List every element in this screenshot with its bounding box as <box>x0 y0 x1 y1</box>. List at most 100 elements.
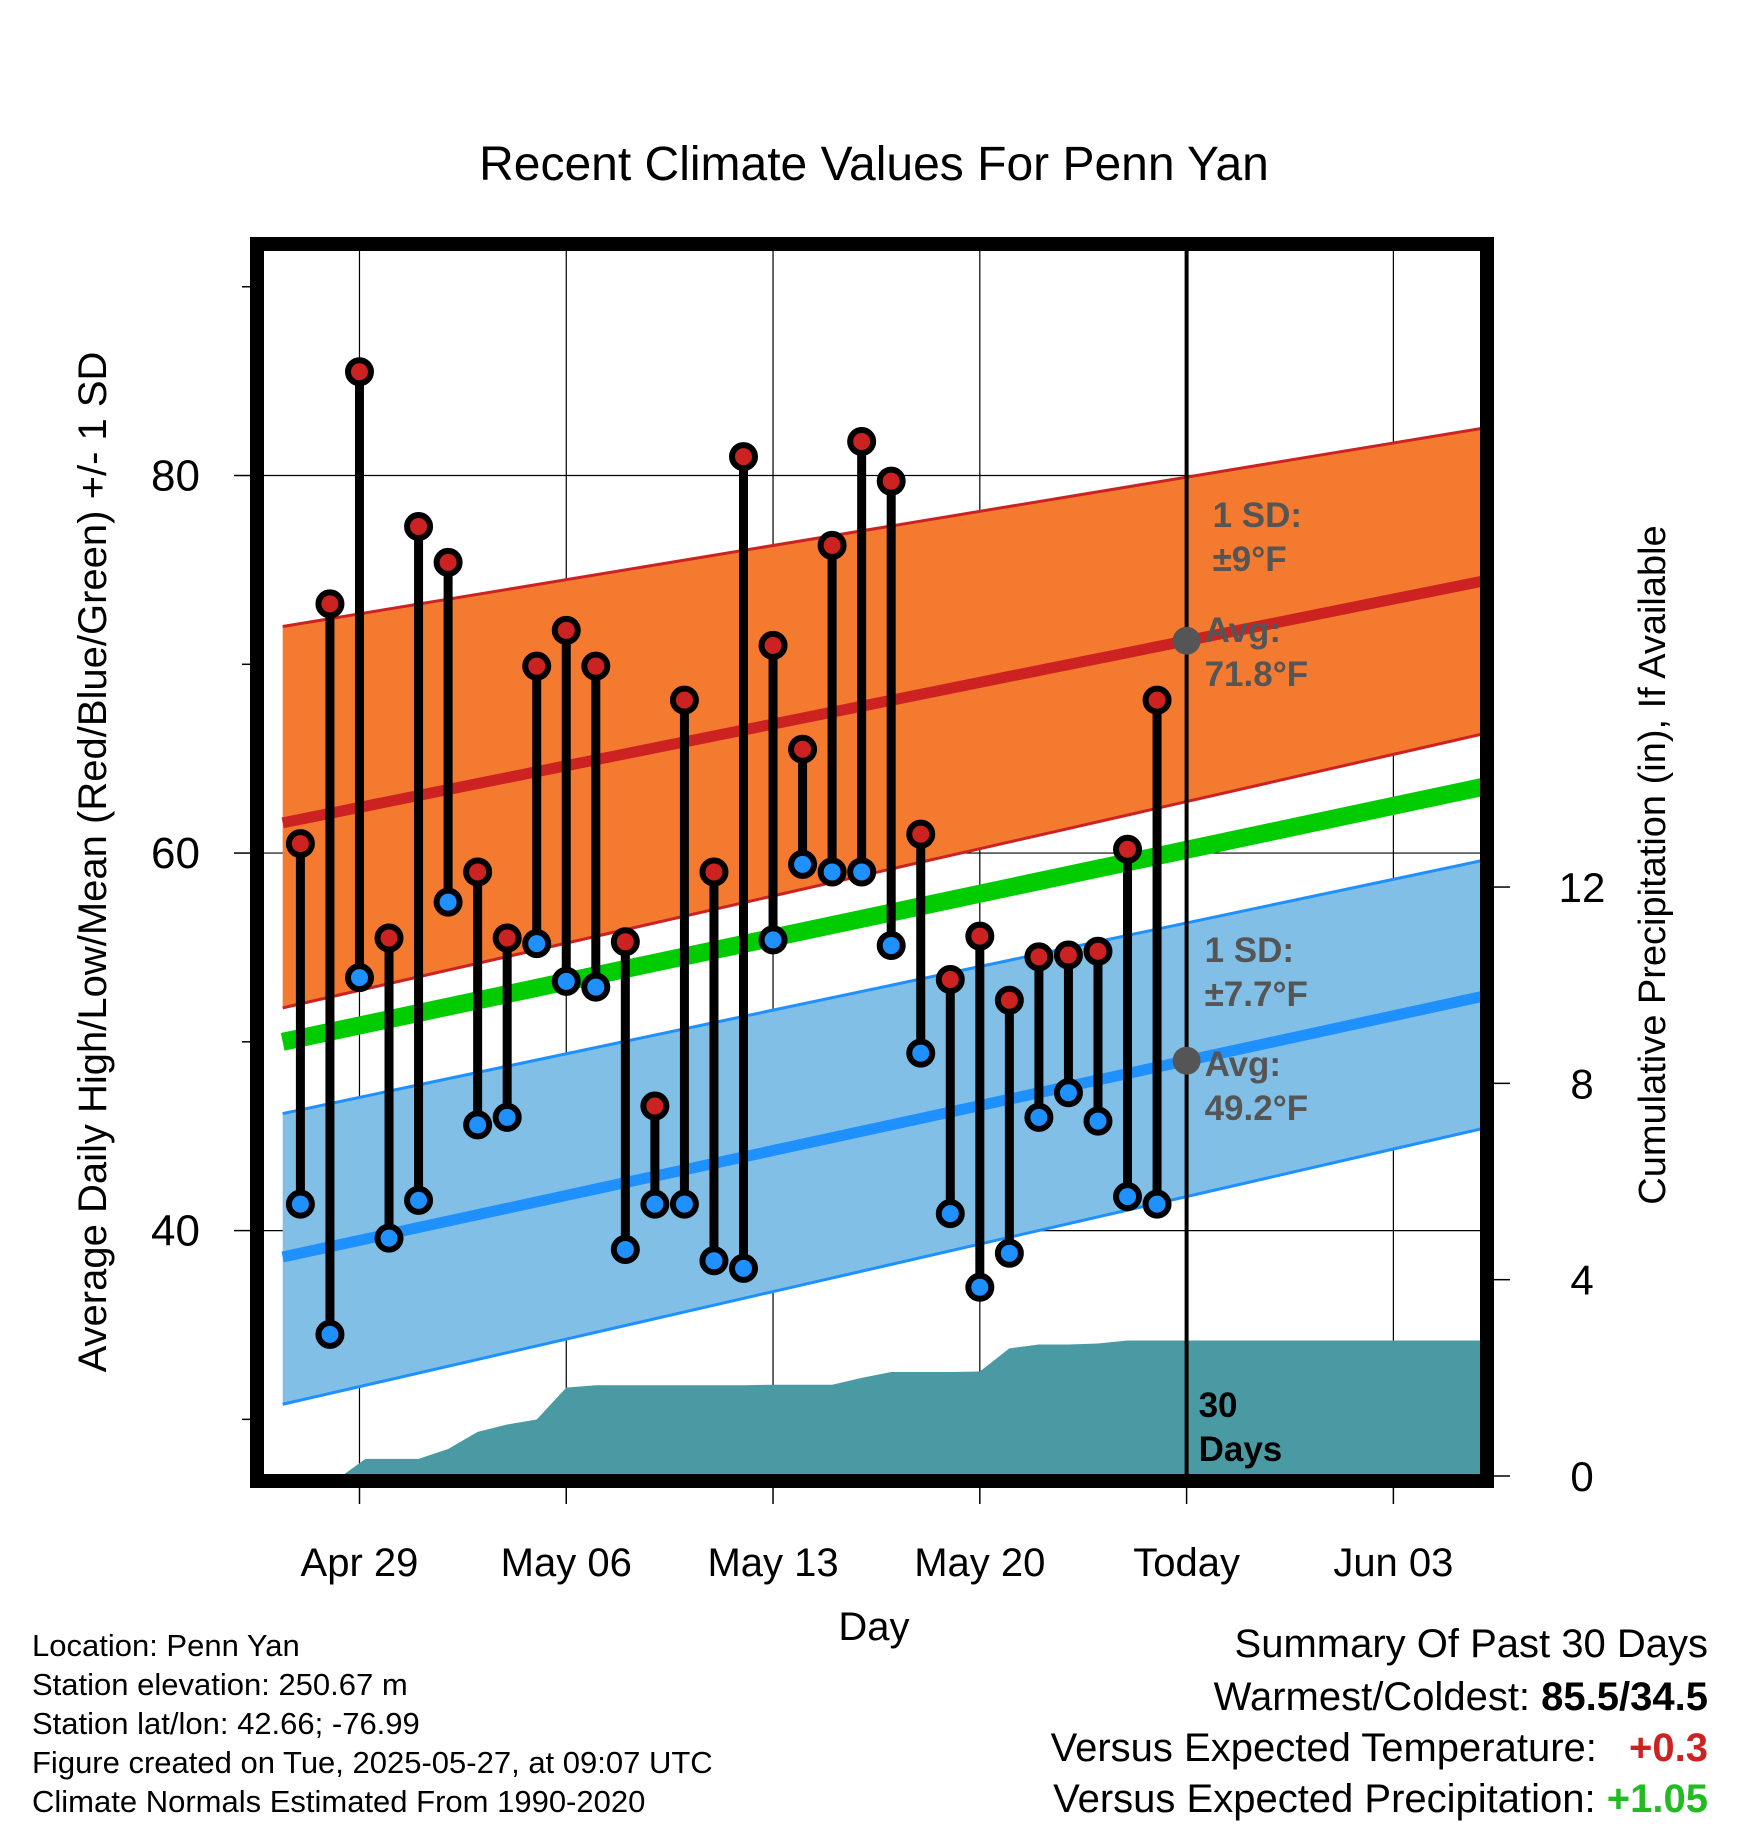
normal-high-line <box>281 575 1482 829</box>
high-sd-annotation: 1 SD: ±9°F <box>1213 496 1302 579</box>
daily-high-point <box>581 651 611 681</box>
summary-temp: Versus Expected Temperature: +0.3 <box>1051 1726 1708 1771</box>
daily-high-point <box>1053 940 1083 970</box>
low-sd-annotation: 1 SD: ±7.7°F <box>1205 931 1308 1014</box>
daily-low-point <box>433 887 463 917</box>
x-tick-label: Jun 03 <box>1333 1541 1453 1585</box>
x-tick-label: May 13 <box>707 1541 838 1585</box>
daily-high-point <box>847 427 877 457</box>
daily-high-point <box>1083 936 1113 966</box>
daily-high-point <box>669 685 699 715</box>
footer-latlon: Station lat/lon: 42.66; -76.99 <box>32 1706 420 1741</box>
low-sd-band-upper-edge <box>282 859 1482 1116</box>
daily-low-point <box>1083 1106 1113 1136</box>
daily-high-point <box>758 630 788 660</box>
daily-low-point <box>994 1238 1024 1268</box>
daily-low-point <box>522 929 552 959</box>
daily-high-point <box>817 530 847 560</box>
high-sd-band-lower-edge <box>282 732 1482 1010</box>
high-sd-band <box>282 428 1482 1008</box>
daily-low-point <box>788 849 818 879</box>
footer-created: Figure created on Tue, 2025-05-27, at 09… <box>32 1745 713 1780</box>
daily-low-point <box>404 1185 434 1215</box>
daily-low-point <box>876 931 906 961</box>
daily-high-point <box>374 923 404 953</box>
daily-high-point <box>1024 942 1054 972</box>
daily-high-point <box>344 357 374 387</box>
daily-low-point <box>758 925 788 955</box>
y2-tick-label: 12 <box>1559 864 1606 911</box>
normal-low-line <box>281 991 1482 1263</box>
daily-low-point <box>817 857 847 887</box>
daily-low-point <box>1142 1189 1172 1219</box>
y-tick-label: 40 <box>151 1207 200 1256</box>
daily-low-point <box>847 857 877 887</box>
y-tick-label: 80 <box>151 452 200 501</box>
daily-high-point <box>729 442 759 472</box>
normal-mean-line <box>280 778 1482 1051</box>
x-tick-label: Apr 29 <box>301 1541 419 1585</box>
daily-high-point <box>315 589 345 619</box>
y2-tick-label: 0 <box>1570 1453 1593 1500</box>
daily-low-point <box>581 972 611 1002</box>
daily-high-point <box>788 734 818 764</box>
plot-frame <box>250 237 1494 1488</box>
daily-low-point <box>935 1199 965 1229</box>
daily-low-point <box>610 1234 640 1264</box>
summary-warm-cold-label: Warmest/Coldest: <box>1213 1675 1531 1719</box>
daily-high-point <box>935 965 965 995</box>
summary-heading: Summary Of Past 30 Days <box>1234 1622 1708 1666</box>
daily-high-point <box>965 921 995 951</box>
daily-low-point <box>374 1223 404 1253</box>
high-avg-marker <box>1172 626 1201 655</box>
y2-tick-label: 8 <box>1570 1060 1593 1107</box>
x-axis-label: Day <box>838 1605 909 1649</box>
daily-high-point <box>522 651 552 681</box>
daily-high-point <box>404 511 434 541</box>
daily-high-point <box>492 923 522 953</box>
x-tick-label: Today <box>1133 1541 1240 1585</box>
y2-tick-label: 4 <box>1570 1257 1593 1304</box>
daily-high-point <box>610 927 640 957</box>
daily-high-point <box>699 857 729 887</box>
y-tick-label: 60 <box>151 829 200 878</box>
low-avg-annotation: Avg: 49.2°F <box>1205 1045 1309 1128</box>
summary-temp-label: Versus Expected Temperature: <box>1050 1726 1597 1770</box>
y2-axis-label: Cumulative Precipitation (in), If Availa… <box>1632 525 1674 1204</box>
daily-low-point <box>344 963 374 993</box>
daily-high-point <box>994 985 1024 1015</box>
daily-low-point <box>906 1038 936 1068</box>
daily-low-point <box>1024 1102 1054 1132</box>
daily-low-point <box>640 1189 670 1219</box>
days-annotation: 30 Days <box>1199 1386 1283 1469</box>
daily-low-point <box>551 966 581 996</box>
daily-low-point <box>965 1272 995 1302</box>
daily-low-point <box>729 1253 759 1283</box>
daily-low-point <box>1113 1182 1143 1212</box>
footer-location: Location: Penn Yan <box>32 1628 300 1663</box>
daily-high-point <box>285 829 315 859</box>
summary-precip-value: +1.05 <box>1606 1777 1708 1821</box>
daily-low-point <box>463 1110 493 1140</box>
daily-high-point <box>906 819 936 849</box>
daily-high-point <box>1142 685 1172 715</box>
daily-high-point <box>551 615 581 645</box>
low-sd-band <box>282 860 1482 1405</box>
daily-high-point <box>433 547 463 577</box>
high-sd-band-upper-edge <box>282 426 1482 629</box>
footer-elevation: Station elevation: 250.67 m <box>32 1667 408 1702</box>
daily-high-point <box>463 857 493 887</box>
footer-normals: Climate Normals Estimated From 1990-2020 <box>32 1784 646 1819</box>
summary-warm-cold: Warmest/Coldest: 85.5/34.5 <box>1214 1675 1708 1720</box>
summary-precip: Versus Expected Precipitation: +1.05 <box>1053 1777 1708 1822</box>
summary-precip-label: Versus Expected Precipitation: <box>1053 1777 1596 1821</box>
y-axis-label: Average Daily High/Low/Mean (Red/Blue/Gr… <box>71 352 115 1373</box>
daily-low-point <box>699 1246 729 1276</box>
low-avg-marker <box>1172 1046 1201 1075</box>
daily-low-point <box>1053 1078 1083 1108</box>
daily-high-point <box>1113 834 1143 864</box>
summary-warm-cold-value: 85.5/34.5 <box>1541 1675 1708 1719</box>
daily-low-point <box>315 1319 345 1349</box>
high-avg-annotation: Avg: 71.8°F <box>1205 611 1309 694</box>
